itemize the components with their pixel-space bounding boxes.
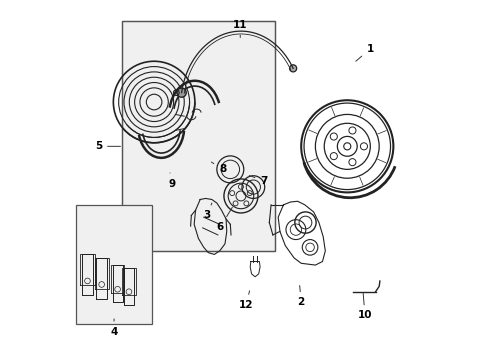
- Polygon shape: [122, 21, 274, 251]
- Text: 10: 10: [357, 293, 371, 320]
- Bar: [76, 205, 152, 324]
- Text: 5: 5: [95, 141, 120, 151]
- Text: 7: 7: [249, 176, 267, 186]
- Circle shape: [289, 65, 296, 72]
- Text: 9: 9: [168, 173, 175, 189]
- Text: 2: 2: [297, 285, 304, 307]
- Text: 6: 6: [216, 207, 232, 232]
- Text: 1: 1: [355, 44, 373, 61]
- Text: 3: 3: [203, 203, 211, 220]
- Text: 4: 4: [110, 319, 118, 337]
- Text: 8: 8: [211, 162, 225, 174]
- Text: 11: 11: [232, 20, 247, 37]
- Circle shape: [177, 88, 186, 97]
- Text: 12: 12: [239, 291, 253, 310]
